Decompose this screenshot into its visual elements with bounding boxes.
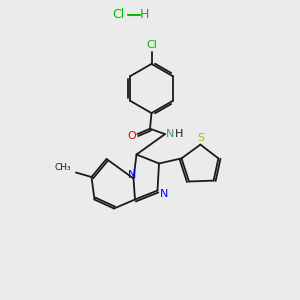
Text: Cl: Cl bbox=[146, 40, 157, 50]
Text: N: N bbox=[166, 128, 175, 139]
Text: N: N bbox=[160, 189, 168, 199]
Text: CH₃: CH₃ bbox=[55, 164, 71, 172]
Text: Cl: Cl bbox=[112, 8, 124, 22]
Text: H: H bbox=[140, 8, 149, 22]
Text: H: H bbox=[175, 128, 184, 139]
Text: S: S bbox=[197, 133, 205, 143]
Text: O: O bbox=[128, 130, 136, 141]
Text: N: N bbox=[128, 170, 136, 180]
